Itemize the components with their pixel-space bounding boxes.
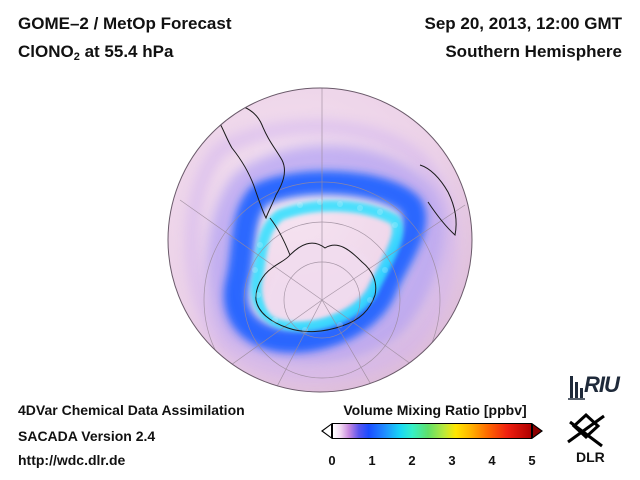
grid-cell-texture xyxy=(252,199,398,333)
colorbar-min-arrow xyxy=(321,423,332,439)
colorbar-tick-4: 4 xyxy=(488,453,496,468)
footer-version: SACADA Version 2.4 xyxy=(18,428,156,444)
species-name: ClONO xyxy=(18,42,74,61)
forecast-datetime: Sep 20, 2013, 12:00 GMT xyxy=(424,14,623,33)
riu-logo-text: RIU xyxy=(584,372,620,397)
riu-logo-icon xyxy=(568,376,585,400)
colorbar-tick-3: 3 xyxy=(448,453,456,468)
colorbar-max-arrow xyxy=(532,423,543,439)
coastlines xyxy=(184,103,457,371)
footer-url: http://wdc.dlr.de xyxy=(18,452,126,468)
field-overlay xyxy=(185,119,459,382)
colorbar-tick-2: 2 xyxy=(408,453,416,468)
species-level-label: ClONO2 at 55.4 hPa xyxy=(18,42,173,63)
globe-outline xyxy=(167,87,473,393)
pressure-level: at 55.4 hPa xyxy=(79,42,174,61)
dlr-logo-text: DLR xyxy=(576,449,605,465)
colorbar-gradient xyxy=(332,423,532,439)
colorbar-tick-0: 0 xyxy=(328,453,336,468)
dlr-logo-icon xyxy=(567,412,605,448)
colorbar-tick-1: 1 xyxy=(368,453,376,468)
region-label: Southern Hemisphere xyxy=(445,42,622,61)
colorbar-tick-5: 5 xyxy=(528,453,536,468)
map-title: GOME–2 / MetOp Forecast xyxy=(18,14,232,33)
colorbar-title: Volume Mixing Ratio [ppbv] xyxy=(343,402,527,418)
footer-method: 4DVar Chemical Data Assimilation xyxy=(18,402,245,418)
colorbar xyxy=(320,421,544,441)
species-subscript: 2 xyxy=(73,51,80,63)
